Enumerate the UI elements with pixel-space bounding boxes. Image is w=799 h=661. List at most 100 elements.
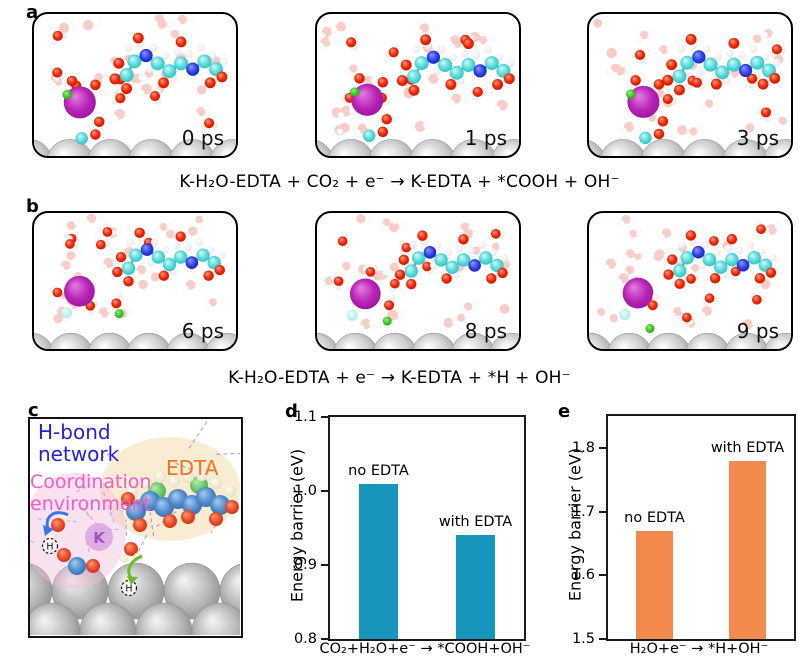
bar-value-label: no EDTA — [624, 509, 685, 526]
h-bond-network-line2: network — [38, 442, 120, 467]
time-label: 8 ps — [464, 319, 507, 343]
metal-surface — [34, 332, 236, 349]
y-axis-tick-label: 1.6 — [571, 567, 595, 584]
md-snapshot-render — [589, 16, 791, 156]
dissociating-water — [645, 293, 659, 333]
bar-value-label: with EDTA — [438, 514, 513, 531]
edta-molecule — [663, 230, 777, 290]
y-axis-tick — [599, 510, 606, 513]
chart-d-plot-area: 0.8 0.9 1.0 1.1 no EDTA with EDTA — [294, 409, 526, 647]
schematic-panel: K H H H-bond network EDTA Coordination env… — [28, 417, 243, 638]
y-axis-tick — [599, 638, 606, 640]
panel-label-b: b — [26, 196, 39, 217]
potassium-ion — [62, 75, 101, 119]
md-snapshot-render — [34, 213, 236, 349]
schematic-render: K H H — [30, 419, 240, 635]
water-molecules — [49, 223, 157, 315]
md-snapshot-render — [589, 213, 791, 349]
transferred-hydrogen-2: H — [120, 579, 138, 597]
y-axis-tick — [599, 574, 606, 577]
y-axis-tick — [599, 446, 606, 449]
potassium-ion — [619, 277, 654, 321]
proton-transfer-arrow-blue — [43, 511, 69, 536]
metal-surface — [317, 139, 519, 156]
chart-d-x-axis-title: CO₂+H₂O+e⁻ → *COOH+OH⁻ — [319, 641, 531, 657]
tracked-hydrogen-atom — [114, 309, 124, 319]
edta-molecule — [662, 33, 781, 96]
coordination-environment-annotation: Coordination environment — [30, 471, 151, 516]
chart-e-plot-area: 1.5 1.6 1.7 1.8 no EDTA with EDTA — [572, 414, 796, 647]
transferred-hydrogen-1: H — [41, 537, 59, 555]
time-label: 1 ps — [464, 126, 507, 150]
metal-surface — [317, 332, 519, 349]
y-axis-tick — [321, 638, 328, 640]
potassium-ion: K — [85, 523, 113, 551]
hydrogen-label: H — [46, 541, 53, 552]
panel-label-e: e — [558, 401, 571, 422]
potassium-ion — [626, 75, 665, 118]
dissociating-water — [382, 293, 396, 326]
adsorbed-hydride — [346, 309, 358, 321]
y-axis-tick — [321, 416, 328, 418]
edta-molecule — [109, 32, 228, 95]
edta-molecule — [394, 230, 509, 290]
y-axis-tick-label: 1.7 — [571, 503, 595, 520]
water-molecules — [630, 44, 786, 122]
panel-label-c: c — [28, 400, 39, 421]
proton-transfer-arrow-green — [127, 554, 143, 585]
dissociating-water — [111, 291, 124, 319]
metal-surface — [589, 139, 791, 156]
y-axis-tick-label: 1.8 — [571, 439, 595, 456]
y-axis-tick — [321, 489, 328, 492]
time-label: 9 ps — [736, 319, 779, 343]
md-snapshot-a-0: 0 ps — [32, 12, 238, 158]
bar-with-edta — [728, 460, 767, 639]
tracked-hydrogen-atom — [349, 87, 360, 97]
bar-value-label: no EDTA — [348, 462, 409, 479]
y-axis-tick-label: 1.1 — [293, 409, 317, 425]
cooh-intermediate — [363, 113, 392, 142]
bar-no-edta — [635, 530, 674, 639]
water-molecules — [678, 221, 770, 326]
coordination-line1: Coordination — [30, 471, 152, 493]
md-snapshot-render — [34, 14, 236, 156]
cooh-intermediate — [75, 116, 105, 145]
md-snapshot-render — [317, 214, 519, 349]
potassium-ion — [346, 278, 381, 321]
coordination-line2: environment — [30, 493, 152, 516]
adsorbed-hydride — [619, 308, 631, 321]
coordination-highlight-region — [30, 473, 126, 589]
md-snapshot-a-2: 3 ps — [587, 12, 793, 158]
reaction-equation-a: K-H₂O-EDTA + CO₂ + e⁻ → K-EDTA + *COOH +… — [179, 172, 620, 192]
h-bond-network-annotation: H-bond network — [38, 421, 119, 466]
time-label: 3 ps — [736, 126, 779, 150]
potassium-ion — [60, 275, 95, 319]
potassium-ion — [349, 73, 389, 116]
tracked-hydrogen-atom — [382, 316, 392, 326]
y-axis-tick — [321, 563, 328, 566]
tracked-hydrogen-atom — [62, 89, 72, 100]
tracked-hydrogen-atom — [645, 324, 655, 333]
md-snapshot-b-1: 8 ps — [315, 211, 521, 351]
bar-with-edta — [456, 535, 495, 639]
y-axis-tick-label: 0.9 — [293, 556, 317, 573]
adsorbed-hydride — [60, 307, 72, 319]
chart-d-y-axis-title: Energy barrier (eV) — [287, 448, 307, 603]
bar-no-edta — [359, 483, 398, 639]
reaction-equation-b: K-H₂O-EDTA + e⁻ → K-EDTA + *H + OH⁻ — [228, 368, 571, 388]
edta-molecule — [396, 34, 516, 96]
y-axis-tick-label: 1.0 — [293, 482, 317, 499]
edta-annotation: EDTA — [166, 456, 219, 480]
time-label: 6 ps — [181, 319, 224, 343]
metal-surface — [589, 332, 791, 349]
chart-e-x-axis-title: H₂O+e⁻ → *H+OH⁻ — [629, 641, 769, 657]
md-snapshot-b-0: 6 ps — [32, 211, 238, 351]
time-label: 0 ps — [181, 126, 224, 150]
tracked-hydrogen-atom — [626, 89, 636, 99]
md-snapshot-b-2: 9 ps — [587, 211, 793, 351]
metal-surface — [30, 562, 240, 635]
h-bond-network-line1: H-bond — [38, 420, 111, 444]
cooh-intermediate — [639, 116, 669, 145]
edta-molecule — [112, 227, 226, 287]
